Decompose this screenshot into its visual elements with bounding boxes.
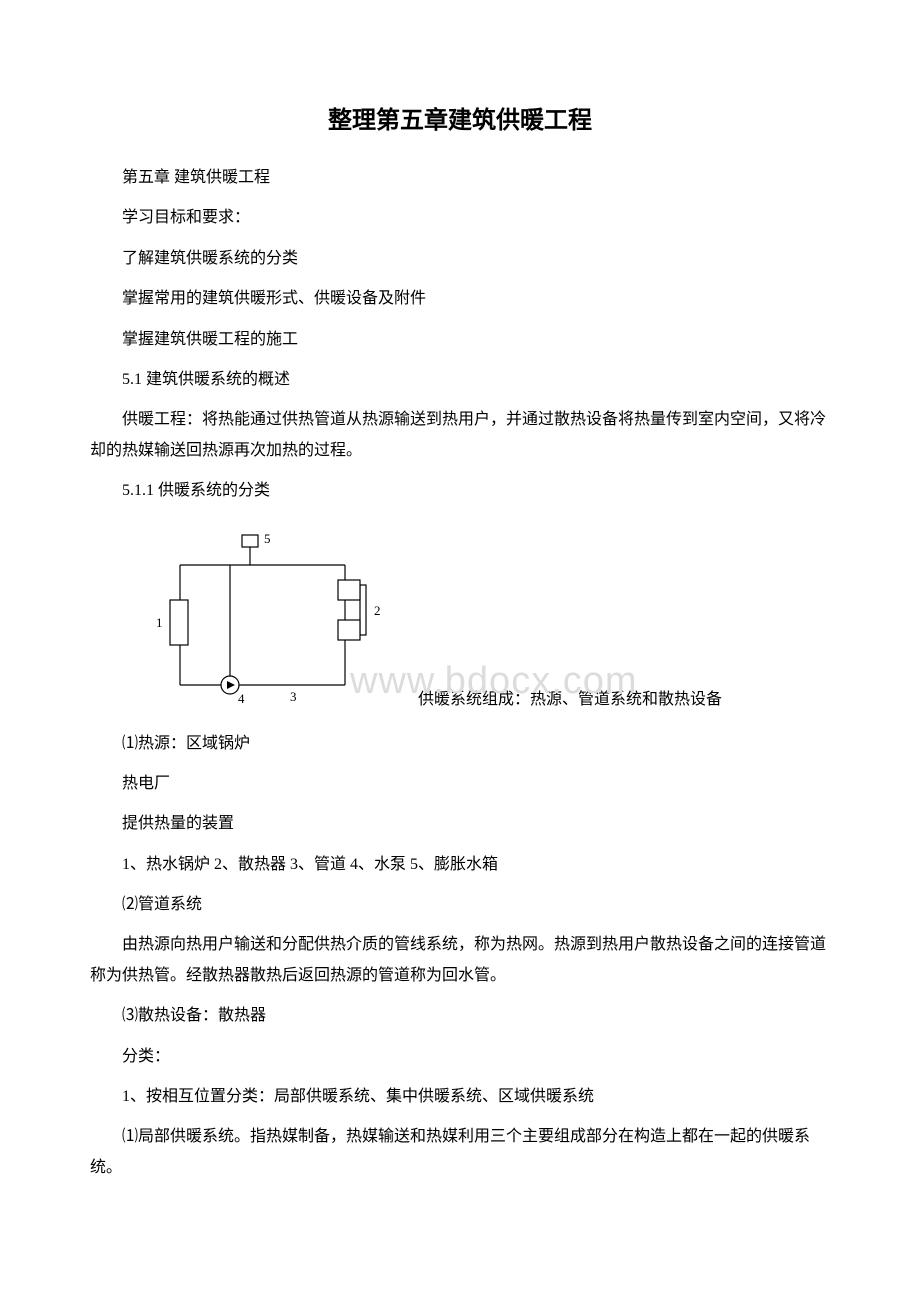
pipe-description: 由热源向热用户输送和分配供热介质的管线系统，称为热网。热源到热用户散热设备之间的… xyxy=(90,930,830,991)
heat-plant: 热电厂 xyxy=(90,769,830,799)
svg-text:5: 5 xyxy=(264,531,271,546)
item-3-radiator: ⑶散热设备：散热器 xyxy=(90,1001,830,1031)
chapter-heading: 第五章 建筑供暖工程 xyxy=(90,163,830,193)
local-heating-description: ⑴局部供暖系统。指热媒制备，热媒输送和热媒利用三个主要组成部分在构造上都在一起的… xyxy=(90,1122,830,1183)
legend-list: 1、热水锅炉 2、散热器 3、管道 4、水泵 5、膨胀水箱 xyxy=(90,850,830,880)
classification-heading: 分类： xyxy=(90,1042,830,1072)
classification-by-position: 1、按相互位置分类：局部供暖系统、集中供暖系统、区域供暖系统 xyxy=(90,1082,830,1112)
definition-paragraph: 供暖工程：将热能通过供热管道从热源输送到热用户，并通过散热设备将热量传到室内空间… xyxy=(90,405,830,466)
item-1-heat-source: ⑴热源：区域锅炉 xyxy=(90,729,830,759)
objective-3: 掌握建筑供暖工程的施工 xyxy=(90,325,830,355)
svg-text:3: 3 xyxy=(290,689,297,704)
section-5-1: 5.1 建筑供暖系统的概述 xyxy=(90,365,830,395)
svg-text:4: 4 xyxy=(238,691,245,706)
heating-system-diagram: 1 2 3 4 5 xyxy=(150,525,390,715)
objectives-heading: 学习目标和要求： xyxy=(90,203,830,233)
objective-1: 了解建筑供暖系统的分类 xyxy=(90,244,830,274)
document-title: 整理第五章建筑供暖工程 xyxy=(90,100,830,135)
svg-text:2: 2 xyxy=(374,603,381,618)
diagram-caption: 供暖系统组成：热源、管道系统和散热设备 xyxy=(418,685,722,709)
section-5-1-1: 5.1.1 供暖系统的分类 xyxy=(90,476,830,506)
heat-device: 提供热量的装置 xyxy=(90,809,830,839)
objective-2: 掌握常用的建筑供暖形式、供暖设备及附件 xyxy=(90,284,830,314)
diagram-row: 1 2 3 4 5 供暖系统组成：热源、管道系统和散热设备 xyxy=(90,525,830,715)
item-2-pipe-system: ⑵管道系统 xyxy=(90,890,830,920)
svg-text:1: 1 xyxy=(156,615,163,630)
